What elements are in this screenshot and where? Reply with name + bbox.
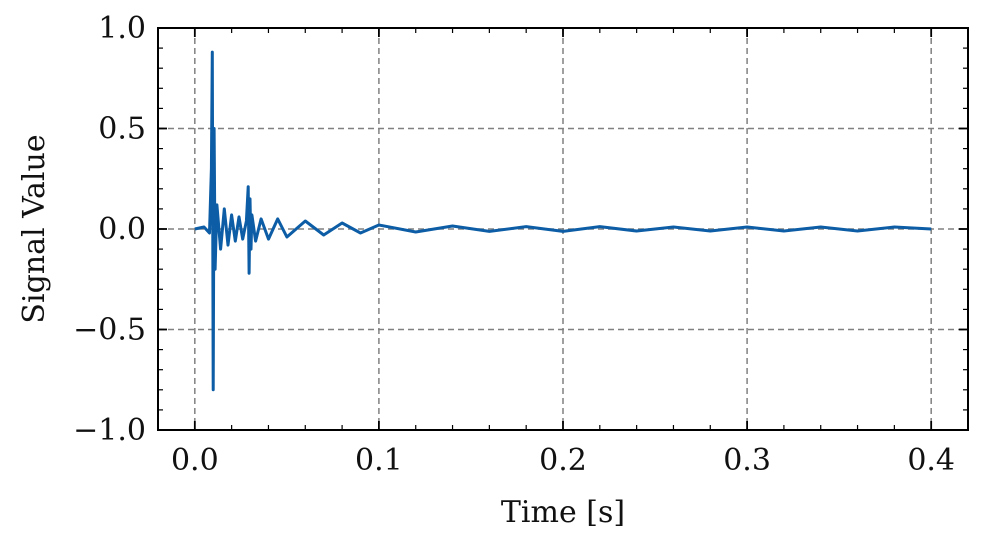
- x-tick-label: 0.0: [171, 443, 219, 478]
- series-layer: [194, 50, 932, 392]
- y-axis-label: Signal Value: [17, 134, 52, 323]
- x-tick-label: 0.1: [355, 443, 403, 478]
- x-axis-label: Time [s]: [501, 495, 625, 530]
- y-tick-label: 0.0: [98, 212, 146, 247]
- x-tick-label: 0.2: [539, 443, 587, 478]
- x-tick-label: 0.4: [907, 443, 955, 478]
- tick-labels: 0.0 0.1 0.2 0.3 0.4 −1.0 −0.5 0.0 0.5 1.0: [73, 11, 955, 478]
- plot-frame: [157, 27, 969, 431]
- y-tick-label: 1.0: [98, 11, 146, 46]
- y-tick-label: −1.0: [73, 413, 146, 448]
- y-tick-label: −0.5: [73, 313, 146, 348]
- signal-line: [194, 50, 932, 392]
- x-tick-label: 0.3: [723, 443, 771, 478]
- y-tick-label: 0.5: [98, 112, 146, 147]
